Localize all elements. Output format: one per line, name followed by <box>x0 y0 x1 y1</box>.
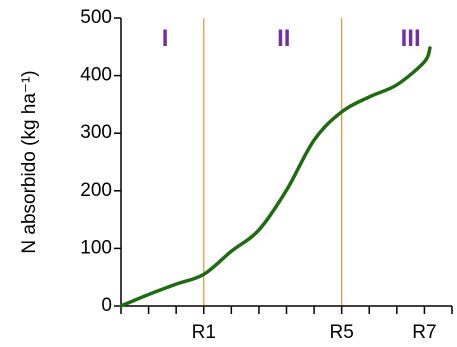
data-line <box>119 46 432 308</box>
stage-label: III <box>401 25 421 52</box>
y-axis-label: N absorbido (kg ha⁻¹) <box>19 70 40 253</box>
y-tick-label: 100 <box>80 237 112 258</box>
x-tick-label: R1 <box>192 322 216 342</box>
stage-label: I <box>162 25 169 52</box>
x-tick-label: R5 <box>330 322 354 342</box>
y-tick-label: 500 <box>80 7 112 28</box>
y-tick-label: 0 <box>101 295 112 316</box>
y-tick-label: 200 <box>80 180 112 201</box>
x-tick-label: R7 <box>412 322 436 342</box>
y-tick-label: 300 <box>80 122 112 143</box>
y-tick-label: 400 <box>80 65 112 86</box>
stage-label: II <box>277 25 290 52</box>
